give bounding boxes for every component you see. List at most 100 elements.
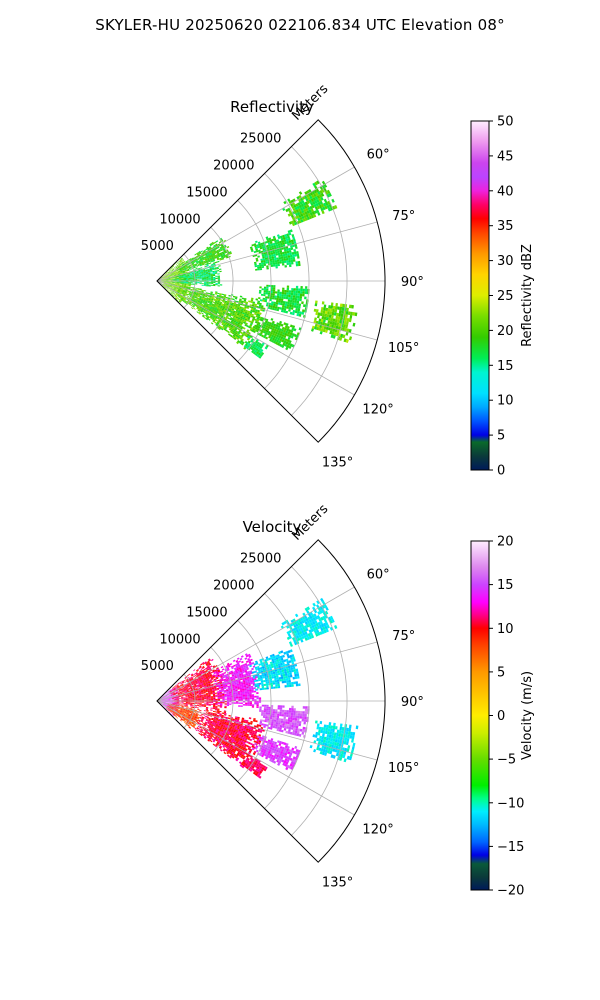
echo-gate (171, 693, 174, 695)
echo-gate (208, 277, 211, 279)
echo-gate (174, 276, 177, 278)
echo-gate (187, 276, 191, 278)
echo-gate (198, 251, 201, 254)
echo-gate (167, 290, 169, 292)
echo-gate (208, 308, 212, 311)
echo-gate (192, 702, 195, 704)
echo-gate (176, 272, 179, 274)
echo-gate (270, 290, 273, 294)
echo-gate (163, 703, 166, 705)
echo-gate (292, 207, 296, 212)
echo-gate (206, 696, 209, 698)
echo-gate (213, 244, 216, 247)
echo-gate (234, 307, 237, 310)
echo-gate (179, 269, 182, 271)
echo-gate (263, 328, 267, 332)
echo-gate (280, 331, 284, 335)
echo-gate (173, 689, 176, 691)
echo-gate (172, 687, 175, 690)
echo-gate (172, 706, 175, 708)
echo-gate (209, 268, 212, 270)
echo-gate (254, 345, 258, 349)
echo-gate (175, 266, 178, 268)
echo-gate (273, 237, 277, 241)
echo-gate (278, 340, 282, 344)
echo-gate (190, 277, 193, 279)
echo-gate (224, 307, 228, 310)
echo-gate (224, 326, 227, 330)
echo-gate (201, 261, 204, 264)
echo-gate (217, 306, 220, 309)
echo-gate (163, 277, 166, 279)
echo-gate (185, 697, 188, 699)
echo-gate (183, 261, 186, 264)
echo-gate (281, 258, 284, 262)
echo-gate (173, 287, 177, 289)
echo-gate (273, 244, 277, 248)
echo-gate (163, 277, 166, 279)
echo-gate (217, 273, 220, 275)
echo-gate (261, 317, 265, 320)
echo-gate (248, 320, 252, 323)
echo-gate (168, 702, 171, 703)
echo-gate (210, 292, 213, 294)
echo-gate (215, 695, 218, 697)
echo-gate (175, 277, 178, 279)
echo-gate (203, 691, 206, 693)
echo-gate (271, 327, 275, 331)
echo-gate (176, 285, 180, 287)
echo-gate (201, 272, 204, 274)
echo-gate (271, 322, 275, 326)
echo-gate (167, 709, 170, 711)
echo-gate (163, 697, 166, 699)
echo-gate (216, 317, 220, 320)
echo-gate (190, 275, 193, 277)
echo-gate (329, 206, 334, 211)
echo-gate (185, 699, 189, 700)
echo-gate (165, 704, 168, 706)
echo-gate (208, 251, 212, 254)
echo-gate (308, 199, 313, 203)
echo-gate (201, 272, 204, 274)
echo-gate (268, 324, 272, 327)
echo-gate (168, 282, 171, 284)
echo-gate (289, 229, 293, 233)
echo-gate (253, 330, 256, 334)
echo-gate (219, 284, 223, 286)
echo-gate (176, 268, 180, 271)
echo-gate (224, 312, 228, 315)
echo-gate (171, 697, 175, 698)
echo-gate (174, 279, 177, 281)
echo-gate (193, 673, 196, 676)
echo-gate (207, 269, 210, 272)
echo-gate (210, 250, 214, 253)
echo-gate (172, 285, 175, 287)
echo-gate (177, 686, 180, 689)
echo-gate (170, 278, 173, 279)
echo-gate (162, 695, 165, 697)
echo-gate (194, 253, 197, 256)
echo-gate (182, 291, 185, 293)
echo-gate (346, 328, 350, 333)
echo-gate (199, 695, 202, 697)
echo-gate (292, 300, 295, 303)
echo-gate (180, 288, 183, 290)
echo-gate (266, 267, 269, 270)
echo-gate (238, 334, 242, 338)
echo-gate (210, 270, 213, 272)
echo-gate (192, 681, 195, 683)
echo-gate (328, 324, 332, 328)
echo-gate (276, 322, 280, 326)
echo-gate (182, 685, 185, 688)
echo-gate (202, 689, 206, 691)
echo-gate (200, 271, 204, 273)
echo-gate (209, 680, 212, 682)
echo-gate (197, 278, 200, 279)
echo-gate (210, 249, 213, 252)
echo-gate (202, 269, 206, 271)
echo-gate (164, 286, 167, 288)
echo-gate (224, 318, 227, 321)
echo-gate (239, 323, 243, 326)
echo-gate (161, 702, 164, 704)
echo-gate (177, 704, 180, 706)
